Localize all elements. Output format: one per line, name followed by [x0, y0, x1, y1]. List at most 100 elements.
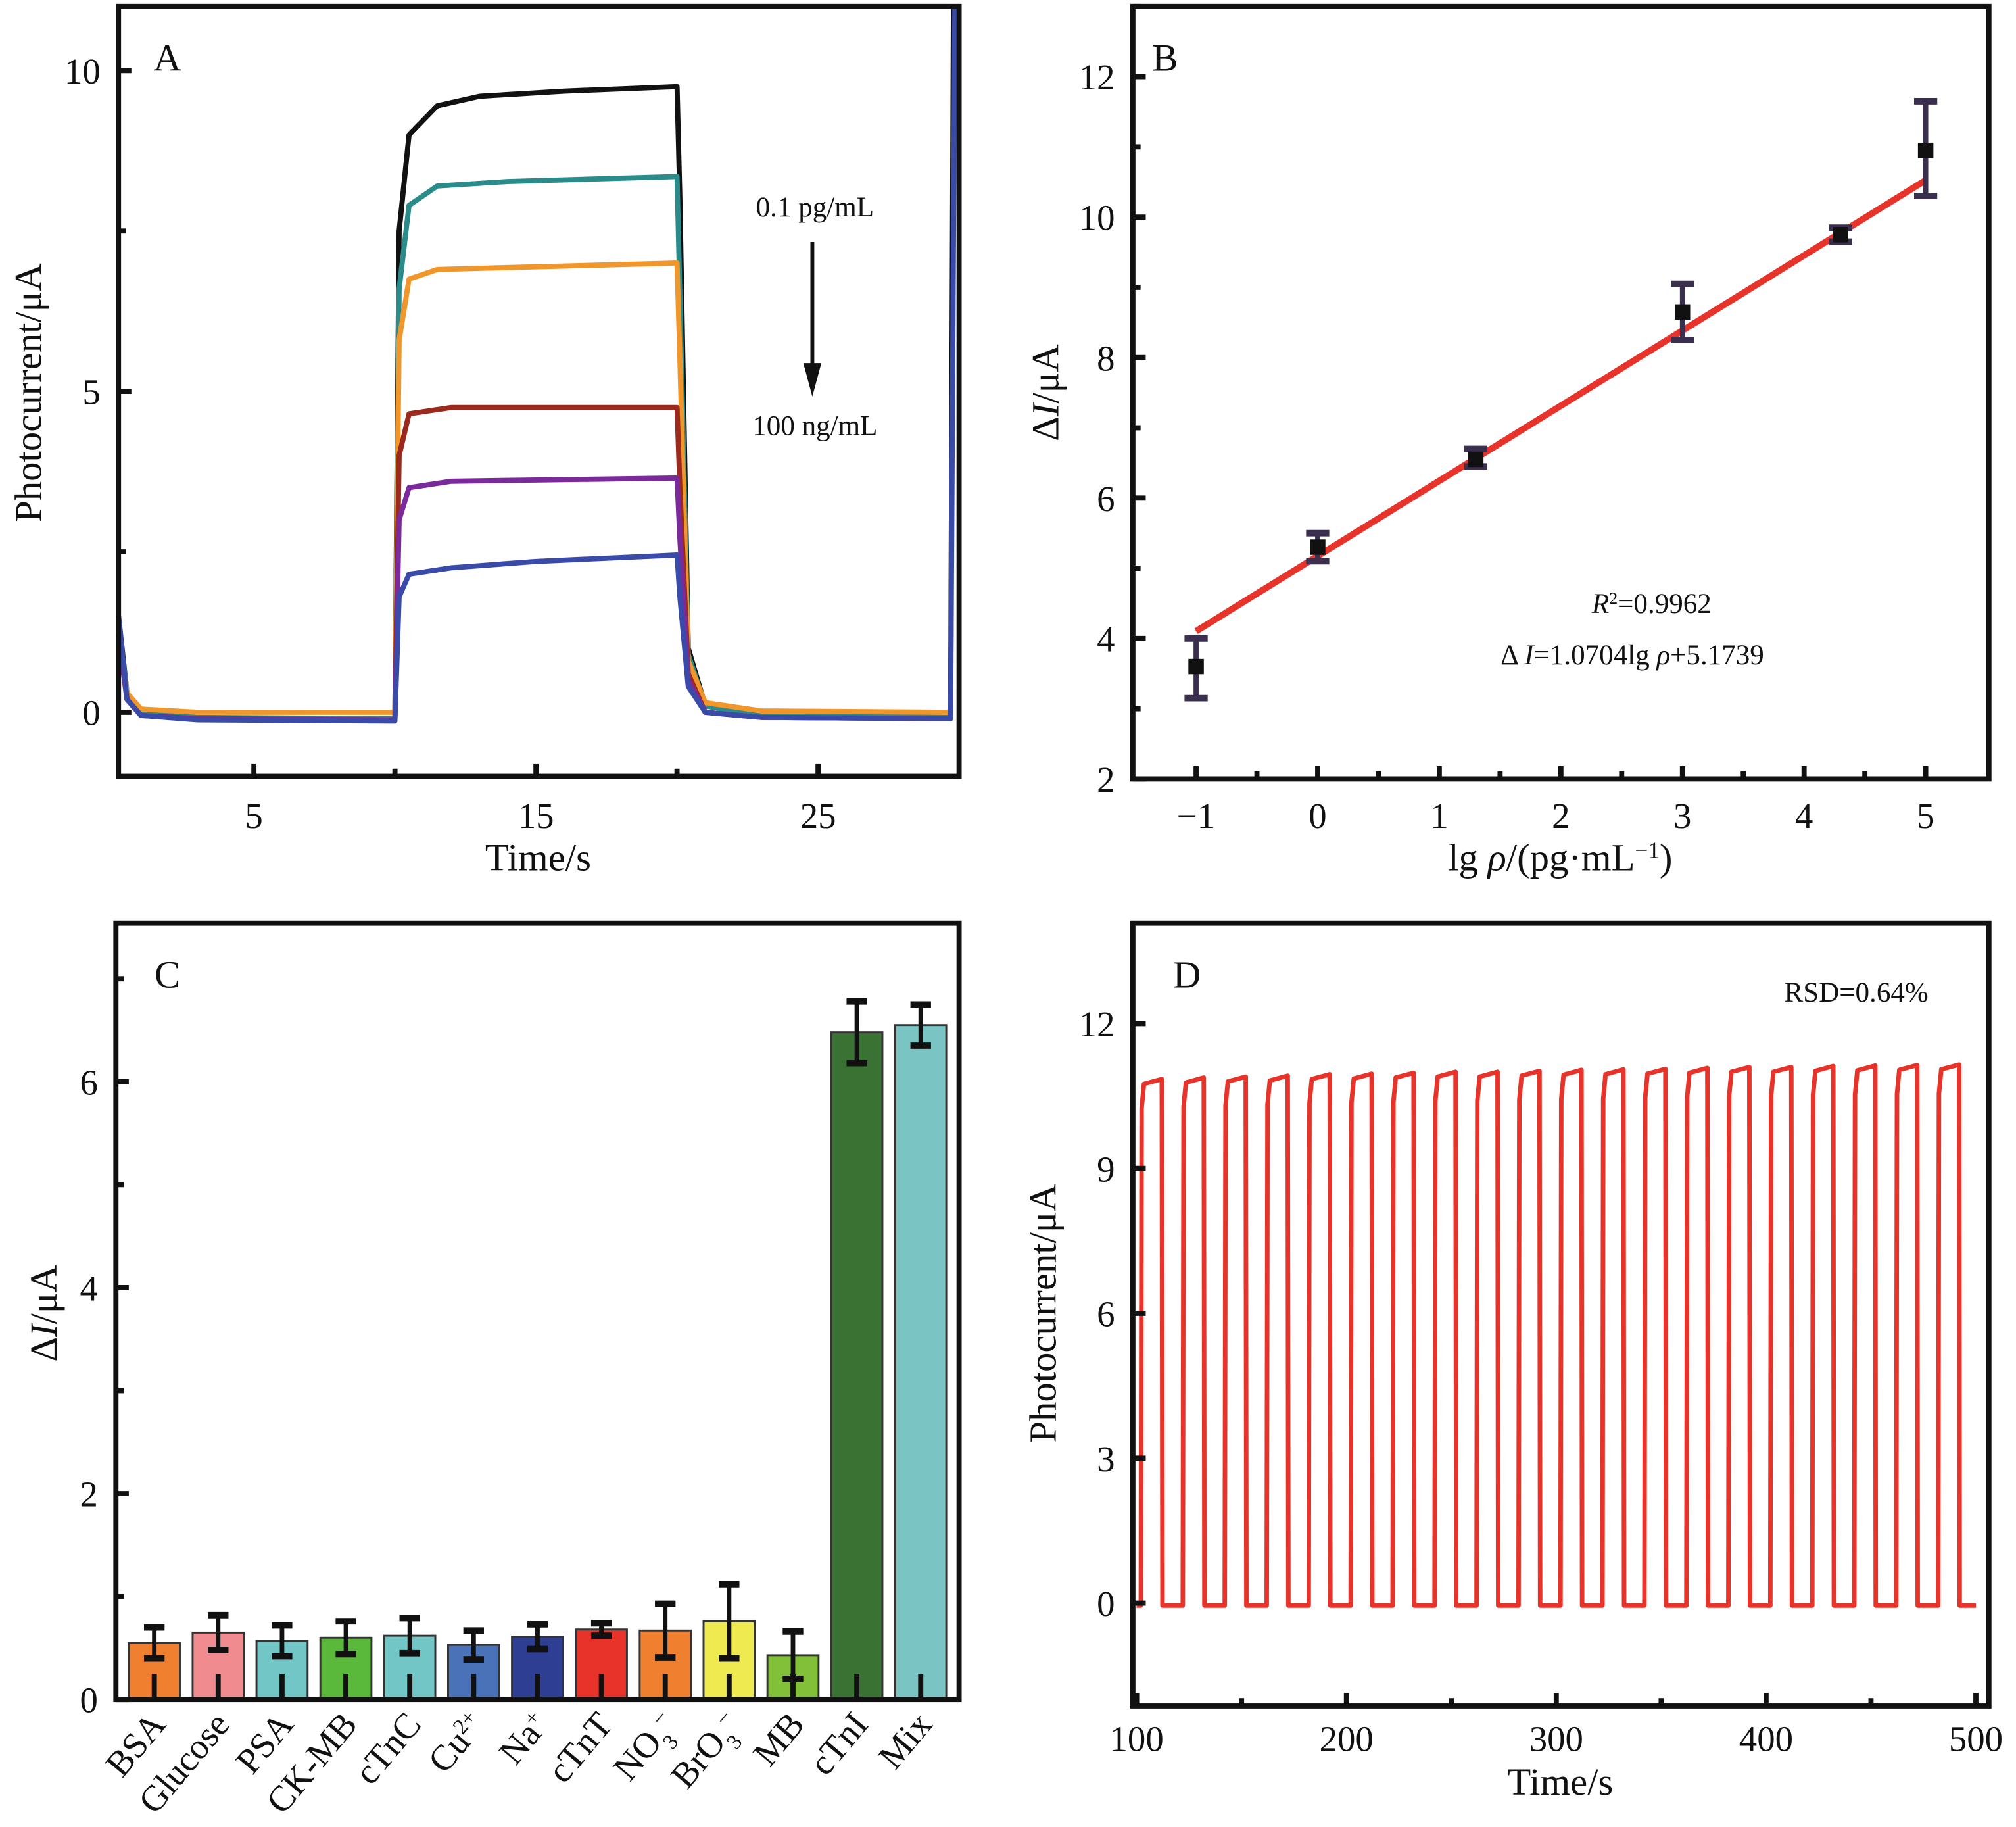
series-line-6: [116, 6, 958, 724]
y-tick-label: 2: [1097, 760, 1115, 800]
panel-label: A: [153, 37, 181, 80]
y-tick-label: 3: [1097, 1439, 1115, 1479]
x-tick-label: 3: [1673, 796, 1691, 836]
y-tick-label: 0: [82, 693, 100, 733]
data-point: [1310, 539, 1326, 555]
y-tick-label: 8: [1097, 338, 1115, 378]
y-axis-label: ΔI/μA: [22, 1265, 65, 1362]
x-tick-label-sup: −: [647, 1706, 673, 1730]
fit-equation-label-part: ρ: [1655, 640, 1670, 671]
y-tick-label: 10: [1079, 198, 1115, 238]
series-line-5: [116, 475, 951, 723]
fit-equation-label-part: +5.1739: [1670, 640, 1764, 671]
x-tick-label: 0: [1308, 796, 1326, 836]
panel-label: B: [1152, 37, 1178, 80]
panel-d: 100 200 300 400 500 0 3 6 9 12 D RSD=0.64% Time/s Pho…: [1021, 920, 2003, 1803]
y-tick-label: 9: [1097, 1149, 1115, 1189]
plot-frame: [116, 3, 962, 779]
error-bar: [846, 998, 867, 1067]
y-tick-label: 12: [1079, 57, 1115, 97]
x-tick-label: 4: [1795, 796, 1813, 836]
y-tick-label: 10: [64, 51, 101, 91]
x-tick-label: 300: [1529, 1718, 1583, 1759]
x-tick-label: BrO3−: [663, 1705, 756, 1801]
x-tick-label: 5: [245, 796, 262, 836]
x-tick-label: 100: [1110, 1718, 1164, 1759]
y-tick-label: 5: [82, 372, 100, 412]
panel-label: D: [1173, 954, 1201, 996]
error-bar: [335, 1618, 356, 1658]
y-tick-label: 4: [1097, 619, 1115, 659]
panel-label: C: [155, 954, 180, 996]
y-tick-label: 4: [80, 1269, 97, 1309]
y-tick-label: 6: [1097, 479, 1115, 519]
r-squared-label: R2=0.9962: [1591, 588, 1712, 620]
x-axis-label: Time/s: [1507, 1761, 1613, 1803]
y-tick-label: 2: [80, 1474, 97, 1515]
x-tick-label: cTnT: [539, 1705, 620, 1790]
x-tick-label: 500: [1949, 1718, 2003, 1759]
x-axis-label: Time/s: [485, 836, 591, 879]
y-axis-label-part: /μA: [1024, 344, 1067, 403]
error-bar: [399, 1615, 420, 1657]
x-tick-label: 15: [518, 796, 554, 836]
error-bar: [910, 1001, 931, 1049]
x-axis-label-part: ρ: [1487, 836, 1506, 879]
x-tick-label-base: Mix: [871, 1705, 940, 1776]
x-tick-label-base: MB: [745, 1705, 812, 1774]
x-tick-label: cTnI: [802, 1705, 876, 1782]
x-tick-label: Mix: [871, 1705, 940, 1776]
x-tick-label: cTnC: [347, 1705, 429, 1791]
x-tick-label: Cu2+: [420, 1705, 492, 1780]
y-axis-label: ΔI/μA: [1024, 344, 1067, 441]
error-bar: [590, 1620, 612, 1640]
error-bar: [272, 1622, 293, 1660]
bar: [894, 1024, 948, 1701]
x-tick-label: −1: [1177, 796, 1215, 836]
panel-a: 5 15 25 0 5 10 A Time/s Photocurrent/μA 0.1 pg/mL…: [7, 3, 962, 879]
x-tick-label-base: cTnT: [539, 1705, 620, 1790]
x-axis-label-part: lg: [1448, 836, 1487, 879]
r-squared-label-part: =0.9962: [1618, 589, 1712, 620]
series-line-2: [116, 174, 951, 721]
error-bar: [527, 1620, 548, 1653]
error-bar: [143, 1624, 165, 1662]
y-axis-label-part: I: [22, 1323, 65, 1338]
fit-equation-label-part: Δ: [1500, 640, 1524, 671]
fit-equation-label: Δ I=1.0704lg ρ+5.1739: [1500, 640, 1764, 671]
y-axis-label-part: I: [1024, 402, 1067, 417]
error-bar: [208, 1611, 229, 1653]
y-axis-label: Photocurrent/μA: [7, 263, 50, 522]
photocurrent-line: [1136, 1062, 1977, 1608]
bar: [830, 1031, 884, 1701]
data-point: [1468, 451, 1484, 468]
x-tick-label-sup: −: [711, 1706, 736, 1730]
error-bar: [719, 1580, 740, 1662]
x-tick-label: 5: [1917, 796, 1934, 836]
x-axis-label-part: −1: [1635, 837, 1659, 863]
data-point: [1188, 658, 1204, 675]
y-tick-label: 6: [80, 1062, 97, 1102]
series-line-3: [116, 260, 951, 715]
x-axis-label-part: /(pg·mL: [1506, 836, 1635, 879]
x-axis-label-part: ): [1660, 836, 1673, 879]
y-tick-label: 6: [1097, 1294, 1115, 1334]
annotation-start: 0.1 pg/mL: [756, 192, 874, 223]
y-axis-label: Photocurrent/μA: [1021, 1184, 1064, 1443]
x-tick-label: 25: [800, 796, 836, 836]
data-point: [1917, 142, 1934, 158]
fit-equation-label-part: I: [1524, 640, 1535, 671]
x-tick-label-base: cTnC: [347, 1705, 429, 1791]
error-bar: [463, 1627, 484, 1663]
x-tick-label: 1: [1430, 796, 1448, 836]
y-axis-label-part: Δ: [1024, 416, 1067, 441]
data-point: [1833, 227, 1848, 243]
data-point: [1675, 304, 1691, 320]
y-axis-label-part: /μA: [22, 1265, 65, 1324]
x-tick-label: 400: [1739, 1718, 1793, 1759]
x-tick-label-base: BrO: [663, 1722, 733, 1796]
y-tick-label: 0: [1097, 1584, 1115, 1624]
fit-line: [1194, 177, 1928, 634]
